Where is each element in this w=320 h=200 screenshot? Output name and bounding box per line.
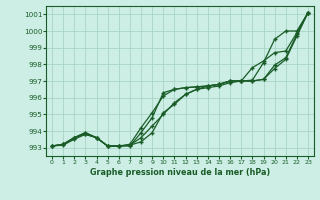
X-axis label: Graphe pression niveau de la mer (hPa): Graphe pression niveau de la mer (hPa) <box>90 168 270 177</box>
